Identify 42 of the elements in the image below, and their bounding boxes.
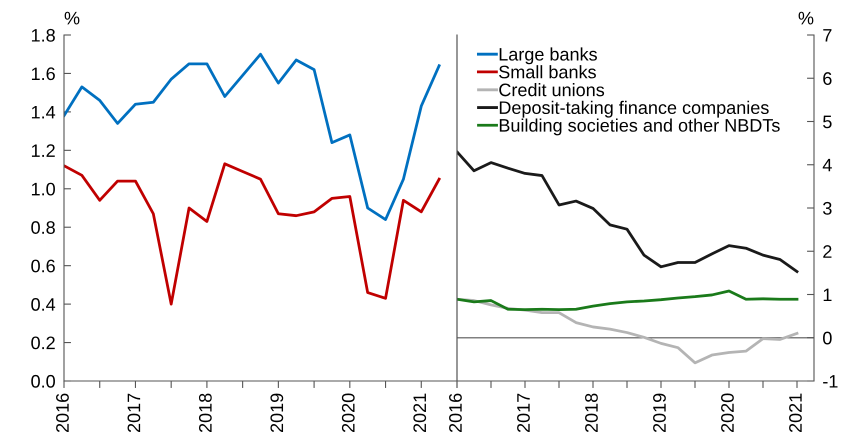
x-tick-label: 2021 xyxy=(789,394,802,432)
y-tick-label: -1 xyxy=(823,375,838,388)
legend-label: Credit unions xyxy=(499,83,604,96)
x-tick-label: 2017 xyxy=(128,394,140,432)
y-tick-label: 0.2 xyxy=(31,336,55,350)
y-tick-label: 0.0 xyxy=(31,374,55,388)
y-tick-label: 2 xyxy=(823,245,832,258)
y-tick-label: 1.0 xyxy=(32,182,55,196)
line-series xyxy=(64,52,441,221)
y-tick-label: 1.2 xyxy=(32,144,55,157)
x-tick-label: 2016 xyxy=(449,394,462,432)
x-tick-label: 2018 xyxy=(198,394,212,432)
x-tick-label: 2021 xyxy=(413,394,426,432)
x-tick-label: 2019 xyxy=(270,394,284,432)
legend-label: Large banks xyxy=(500,47,597,64)
y-tick-label: 6 xyxy=(823,72,832,85)
y-tick-label: 4 xyxy=(822,158,832,172)
y-tick-label: 1.8 xyxy=(32,28,55,42)
y-tick-label: 1.6 xyxy=(32,67,55,80)
legend-label: Building societies and other NBDTs xyxy=(500,118,780,136)
y-tick-label: 5 xyxy=(823,116,832,128)
line-series xyxy=(64,162,441,306)
legend-label: Small banks xyxy=(499,65,596,78)
x-tick-label: 2020 xyxy=(721,394,734,432)
y-tick-label: 1 xyxy=(824,288,832,302)
y-axis-title: % xyxy=(798,12,814,24)
y-tick-label: 7 xyxy=(823,29,832,42)
y-tick-label: 0.8 xyxy=(31,221,55,234)
y-tick-label: 3 xyxy=(823,202,832,215)
y-tick-label: 0.6 xyxy=(31,260,55,272)
y-axis-title: % xyxy=(64,12,80,24)
x-tick-label: 2018 xyxy=(585,394,598,432)
y-tick-label: 0.4 xyxy=(31,298,56,311)
x-tick-label: 2017 xyxy=(517,394,530,432)
legend-label: Deposit-taking finance companies xyxy=(500,100,769,118)
y-tick-label: 1.4 xyxy=(32,106,56,118)
x-tick-label: 2020 xyxy=(342,394,355,432)
y-tick-label: 0 xyxy=(823,332,832,344)
x-tick-label: 2019 xyxy=(653,394,666,432)
line-series xyxy=(457,150,798,273)
x-tick-label: 2016 xyxy=(56,394,69,432)
line-series xyxy=(457,290,798,312)
